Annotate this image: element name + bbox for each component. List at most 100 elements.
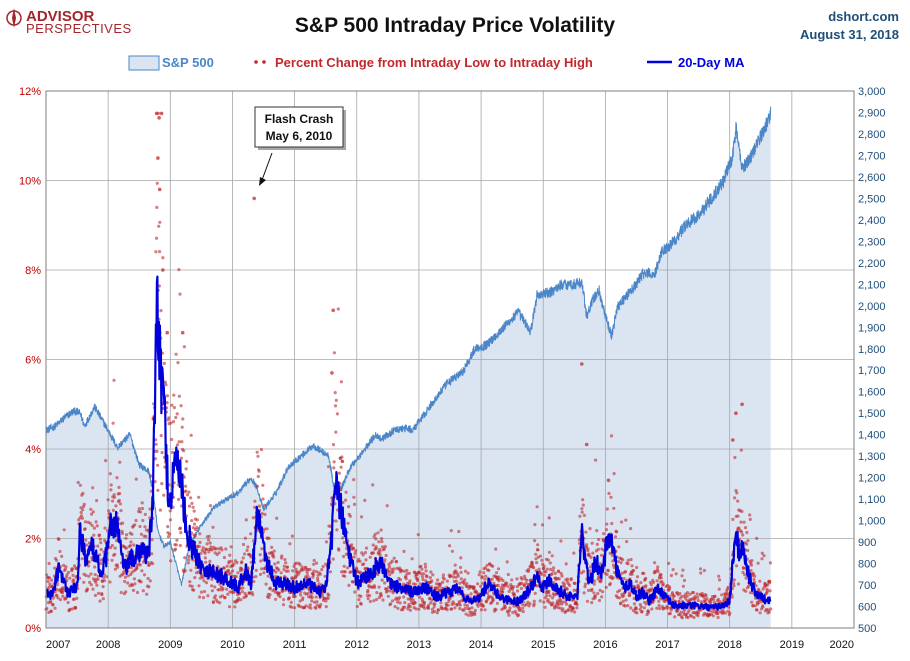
- scatter-point: [557, 577, 561, 581]
- scatter-point: [501, 586, 505, 591]
- scatter-point: [624, 598, 628, 602]
- scatter-point: [124, 546, 128, 551]
- scatter-point: [241, 556, 245, 560]
- scatter-point: [384, 553, 388, 558]
- scatter-point: [696, 595, 700, 599]
- scatter-point: [335, 528, 339, 532]
- scatter-point: [141, 589, 145, 593]
- scatter-point: [463, 606, 467, 610]
- scatter-point: [193, 576, 197, 580]
- scatter-point: [231, 569, 235, 573]
- scatter-point: [251, 593, 255, 597]
- scatter-point: [337, 548, 341, 552]
- scatter-point: [183, 556, 187, 560]
- scatter-point: [650, 607, 654, 611]
- scatter-point: [634, 607, 638, 611]
- scatter-point: [681, 568, 685, 572]
- scatter-point: [310, 595, 314, 600]
- scatter-point: [559, 539, 563, 543]
- scatter-point: [669, 573, 674, 578]
- scatter-point: [80, 516, 84, 520]
- scatter-point: [366, 597, 370, 601]
- scatter-point: [181, 417, 185, 421]
- scatter-point: [610, 521, 614, 526]
- plot-area: [44, 90, 855, 629]
- y-left-tick-label: 6%: [25, 355, 41, 367]
- scatter-point: [254, 568, 258, 573]
- scatter-point: [739, 448, 743, 452]
- scatter-point: [159, 434, 163, 438]
- scatter-point-outlier: [731, 438, 735, 442]
- scatter-point: [578, 514, 582, 518]
- y-axis-right: 500 600 700 800 900 1,000 1,100 1,200 1,300 1,400…: [858, 86, 886, 635]
- y-right-tick-label: 2,900: [858, 107, 886, 119]
- scatter-point: [387, 585, 391, 589]
- scatter-point: [62, 588, 66, 592]
- scatter-point: [535, 561, 539, 565]
- scatter-point: [657, 603, 661, 608]
- scatter-point: [366, 588, 370, 593]
- scatter-point: [402, 549, 406, 554]
- scatter-point: [550, 572, 554, 576]
- scatter-point: [259, 447, 263, 452]
- scatter-point: [101, 597, 105, 601]
- scatter-point: [458, 603, 462, 607]
- scatter-point: [102, 575, 106, 580]
- scatter-point: [380, 578, 384, 582]
- scatter-point: [418, 595, 422, 599]
- y-right-tick-label: 1,700: [858, 365, 886, 377]
- scatter-point: [125, 554, 129, 558]
- scatter-point: [532, 599, 536, 603]
- scatter-point: [139, 580, 143, 584]
- scatter-point: [451, 575, 456, 579]
- scatter-point: [128, 543, 133, 548]
- scatter-point: [226, 568, 230, 573]
- scatter-point: [419, 572, 423, 576]
- scatter-point: [639, 581, 643, 585]
- scatter-point: [102, 579, 107, 583]
- scatter-point: [91, 510, 95, 514]
- y-right-tick-label: 1,500: [858, 408, 886, 420]
- scatter-point: [381, 598, 385, 602]
- scatter-point: [167, 416, 171, 420]
- scatter-point: [416, 579, 420, 583]
- y-right-tick-label: 1,900: [858, 322, 886, 334]
- scatter-point: [590, 601, 594, 605]
- scatter-point: [75, 596, 79, 601]
- scatter-point: [99, 547, 103, 552]
- scatter-point: [211, 600, 216, 604]
- scatter-point: [93, 565, 97, 569]
- scatter-point: [55, 593, 59, 597]
- scatter-point: [82, 502, 86, 506]
- scatter-point: [267, 536, 271, 540]
- scatter-point: [371, 543, 375, 547]
- scatter-point: [263, 512, 267, 517]
- scatter-point: [681, 584, 686, 588]
- scatter-point: [564, 562, 568, 566]
- sp500-area: [46, 106, 771, 628]
- scatter-point: [263, 503, 267, 507]
- x-tick-label: 2016: [593, 639, 617, 651]
- scatter-point: [483, 577, 487, 581]
- scatter-point: [479, 584, 483, 588]
- scatter-point: [402, 595, 406, 599]
- scatter-point: [383, 558, 387, 562]
- scatter-point: [599, 553, 604, 557]
- scatter-point: [363, 551, 367, 555]
- scatter-point: [612, 472, 616, 476]
- scatter-point: [195, 525, 199, 530]
- scatter-point: [358, 559, 362, 563]
- scatter-point: [639, 605, 643, 609]
- scatter-point: [93, 593, 98, 598]
- scatter-point: [609, 434, 614, 438]
- scatter-point: [117, 485, 121, 489]
- scatter-point: [742, 520, 746, 524]
- scatter-point: [222, 555, 226, 560]
- scatter-point: [371, 483, 375, 487]
- scatter-point: [423, 606, 427, 610]
- scatter-point: [155, 449, 159, 453]
- x-tick-label: 2010: [220, 639, 244, 651]
- scatter-point: [236, 571, 240, 575]
- scatter-point: [217, 588, 221, 592]
- scatter-point: [601, 590, 605, 594]
